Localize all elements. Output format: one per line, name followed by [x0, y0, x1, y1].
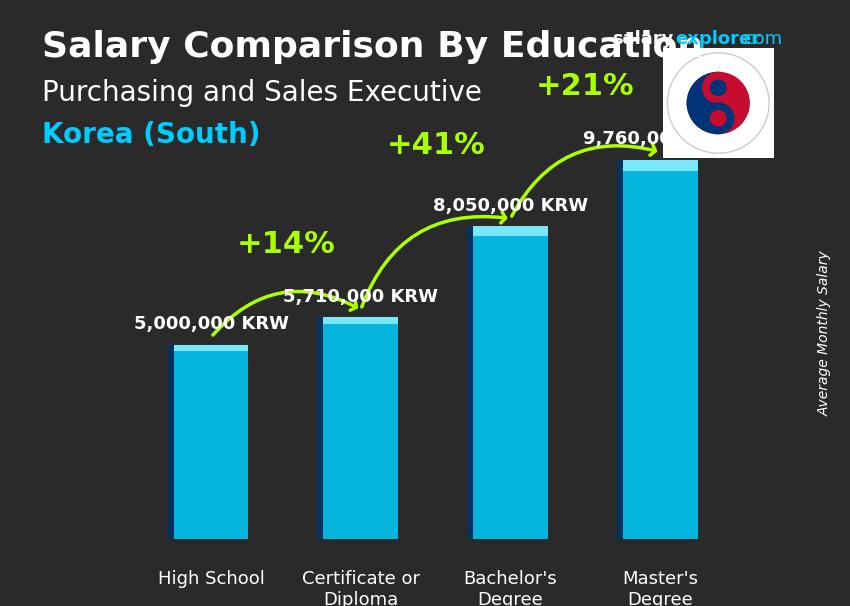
- Circle shape: [703, 103, 734, 133]
- Text: 5,000,000 KRW: 5,000,000 KRW: [133, 315, 288, 333]
- Bar: [167, 345, 173, 539]
- Text: +21%: +21%: [536, 73, 635, 101]
- Bar: [323, 318, 398, 324]
- Text: Certificate or
Diploma: Certificate or Diploma: [302, 570, 420, 606]
- Bar: [173, 345, 248, 539]
- Text: Salary Comparison By Education: Salary Comparison By Education: [42, 30, 704, 64]
- Bar: [467, 226, 473, 539]
- Wedge shape: [688, 73, 718, 133]
- Circle shape: [703, 73, 734, 103]
- Text: 5,710,000 KRW: 5,710,000 KRW: [283, 288, 439, 305]
- Bar: [473, 226, 548, 539]
- Text: salary: salary: [612, 30, 673, 48]
- Text: .com: .com: [738, 30, 782, 48]
- Text: 9,760,000 KRW: 9,760,000 KRW: [583, 130, 738, 148]
- Text: Bachelor's
Degree: Bachelor's Degree: [463, 570, 558, 606]
- Bar: [617, 160, 623, 539]
- Text: Master's
Degree: Master's Degree: [622, 570, 698, 606]
- Text: Purchasing and Sales Executive: Purchasing and Sales Executive: [42, 79, 483, 107]
- Text: +14%: +14%: [236, 230, 335, 259]
- Bar: [473, 226, 548, 236]
- Circle shape: [688, 73, 749, 133]
- Text: High School: High School: [157, 570, 264, 588]
- Circle shape: [711, 80, 726, 95]
- Text: Average Monthly Salary: Average Monthly Salary: [818, 250, 831, 416]
- Circle shape: [711, 111, 726, 126]
- Bar: [623, 160, 698, 539]
- Bar: [317, 318, 323, 539]
- Bar: [173, 345, 248, 351]
- Bar: [323, 318, 398, 539]
- Bar: [623, 160, 698, 171]
- Text: +41%: +41%: [386, 132, 485, 160]
- Text: 8,050,000 KRW: 8,050,000 KRW: [433, 197, 588, 215]
- Text: explorer: explorer: [676, 30, 761, 48]
- Text: Korea (South): Korea (South): [42, 121, 261, 149]
